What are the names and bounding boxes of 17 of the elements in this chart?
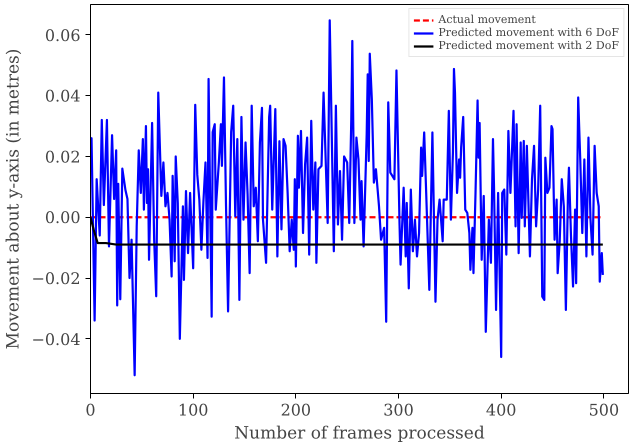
x-tick-label: 0 <box>85 400 96 420</box>
legend-label: Predicted movement with 6 DoF <box>438 26 619 39</box>
y-axis-title: Movement about y-axis (in metres) <box>3 48 24 350</box>
x-tick-label: 300 <box>383 400 414 420</box>
x-tick-label: 400 <box>486 400 516 420</box>
legend-label: Actual movement <box>438 13 536 26</box>
y-tick-label: −0.04 <box>31 330 80 349</box>
x-tick-label: 500 <box>588 400 620 420</box>
x-axis-title: Number of frames processed <box>234 424 485 444</box>
x-tick-label: 100 <box>178 400 208 420</box>
y-tick-label: 0.02 <box>44 147 80 166</box>
y-tick-label: 0.06 <box>44 26 80 45</box>
y-tick-label: 0.04 <box>44 86 80 106</box>
y-tick-label: −0.02 <box>31 269 80 288</box>
x-tick-label: 200 <box>280 400 312 420</box>
legend-label: Predicted movement with 2 DoF <box>438 39 619 52</box>
y-tick-label: 0.00 <box>44 208 80 228</box>
